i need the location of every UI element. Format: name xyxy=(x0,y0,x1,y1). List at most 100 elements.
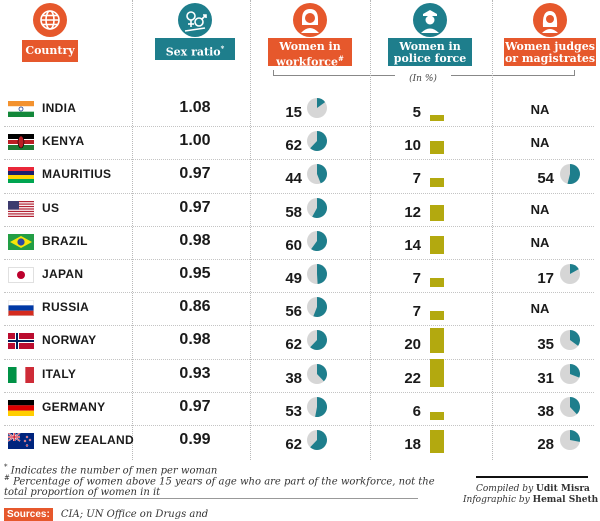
table-row: KENYA 1.00 62 10 NA xyxy=(0,126,600,159)
sex-ratio-value: 0.95 xyxy=(179,265,211,282)
header-sex-ratio-box xyxy=(155,38,235,60)
workforce-value: 62 xyxy=(285,436,302,453)
header-sex-ratio: Sex ratio* xyxy=(145,0,245,95)
gender-icon xyxy=(178,3,212,37)
judges-value: NA xyxy=(530,102,550,117)
header-police: Women in police force xyxy=(380,0,480,95)
judges-line2: or magistrates xyxy=(504,52,596,65)
credit-infographic-prefix: Infographic by xyxy=(463,495,533,505)
workforce-value: 15 xyxy=(285,104,302,121)
police-line1: Women in xyxy=(399,40,461,53)
footnote-star-text: Indicates the number of men per woman xyxy=(10,465,218,477)
police-bar xyxy=(430,311,444,321)
judges-pie xyxy=(559,263,581,289)
credit-infographic: Infographic by Hemal Sheth xyxy=(463,495,598,506)
flag-india-icon xyxy=(8,101,34,117)
workforce-pie xyxy=(306,230,328,256)
workforce-value: 62 xyxy=(285,137,302,155)
sex-ratio-value: 0.93 xyxy=(179,364,211,382)
police-value: 7 xyxy=(412,303,421,321)
country-name: NEW ZEALAND xyxy=(42,433,134,447)
police-bar xyxy=(430,358,444,387)
country-name: MAURITIUS xyxy=(42,167,112,182)
workforce-value: 53 xyxy=(285,402,302,420)
table-row: INDIA 1.08 15 5 NA xyxy=(0,93,600,126)
table-row: NEW ZEALAND 0.99 62 18 28 xyxy=(0,425,600,458)
police-line2: police force xyxy=(393,52,467,65)
workforce-value: 60 xyxy=(285,236,302,254)
footnote-hash: # Percentage of women above 15 years of … xyxy=(4,473,444,498)
country-name: ITALY xyxy=(42,366,77,381)
judges-value: NA xyxy=(530,301,550,317)
police-value: 20 xyxy=(404,336,421,354)
flag-kenya-icon xyxy=(8,134,34,151)
sex-ratio-value: 0.98 xyxy=(179,231,211,249)
table-row: BRAZIL 0.98 60 14 NA xyxy=(0,226,600,259)
workforce-line1: Women in xyxy=(279,40,341,53)
row-divider xyxy=(4,325,594,327)
workforce-value: 44 xyxy=(285,170,302,188)
column-separator xyxy=(492,0,493,460)
police-bar xyxy=(430,178,444,188)
police-bar xyxy=(430,235,444,254)
country-name: KENYA xyxy=(42,134,85,149)
workforce-pie xyxy=(306,130,328,156)
unit-note: (In %) xyxy=(395,74,451,84)
judges-pie xyxy=(559,163,581,189)
sex-ratio-value: 0.97 xyxy=(179,397,211,415)
workforce-value: 58 xyxy=(285,203,302,221)
workforce-value: 38 xyxy=(285,369,302,387)
workforce-pie xyxy=(306,296,328,322)
sources-line: Sources: CIA; UN Office on Drugs and xyxy=(4,502,208,521)
workforce-pie xyxy=(306,163,328,189)
sex-ratio-marker: * xyxy=(220,44,225,53)
police-value: 12 xyxy=(404,203,421,221)
row-divider xyxy=(4,292,594,294)
flag-brazil-icon xyxy=(8,233,34,250)
footnote-divider xyxy=(4,498,418,499)
flag-mauritius-icon xyxy=(8,167,34,184)
sex-ratio-value: 1.00 xyxy=(179,132,211,150)
header-sex-ratio-label: Sex ratio* xyxy=(145,43,245,59)
row-divider xyxy=(4,159,594,161)
judges-value: NA xyxy=(530,234,550,250)
sex-ratio-value: 0.97 xyxy=(179,165,211,183)
column-separator xyxy=(132,0,133,460)
header-police-label: Women in police force xyxy=(380,41,480,65)
country-name: RUSSIA xyxy=(42,300,90,315)
footnote-star-marker: * xyxy=(4,463,8,471)
police-value: 5 xyxy=(412,104,421,121)
workforce-pie xyxy=(306,396,328,422)
header-judges: Women judges or magistrates xyxy=(500,0,600,95)
workforce-line2-wrap: workforce# xyxy=(260,53,360,69)
credit-compiled-prefix: Compiled by xyxy=(476,484,537,494)
column-separator xyxy=(250,0,251,460)
sex-ratio-value: 0.97 xyxy=(179,198,211,216)
globe-icon xyxy=(33,3,67,37)
row-divider xyxy=(4,126,594,128)
workforce-value: 62 xyxy=(285,336,302,354)
sex-ratio-value: 0.99 xyxy=(179,431,211,448)
header-country: Country xyxy=(0,0,100,95)
column-separator xyxy=(370,0,371,460)
workforce-value: 56 xyxy=(285,303,302,321)
judges-value: 54 xyxy=(537,170,554,188)
flag-newzealand-icon xyxy=(8,433,34,449)
table-row: MAURITIUS 0.97 44 7 54 xyxy=(0,159,600,192)
police-bar xyxy=(430,114,444,121)
police-value: 18 xyxy=(404,436,421,453)
sex-ratio-value: 0.86 xyxy=(179,298,211,316)
table-row: RUSSIA 0.86 56 7 NA xyxy=(0,292,600,325)
flag-norway-icon xyxy=(8,333,34,350)
row-divider xyxy=(4,192,594,194)
judges-value: NA xyxy=(530,201,550,217)
row-divider xyxy=(4,259,594,260)
judges-pie xyxy=(559,429,581,455)
header-workforce-label: Women in workforce# xyxy=(260,41,360,69)
police-bar xyxy=(430,430,444,453)
police-bar xyxy=(430,278,444,287)
country-name: NORWAY xyxy=(42,333,97,348)
judges-value: 35 xyxy=(537,336,554,354)
country-name: US xyxy=(42,200,60,215)
row-divider xyxy=(4,425,594,426)
